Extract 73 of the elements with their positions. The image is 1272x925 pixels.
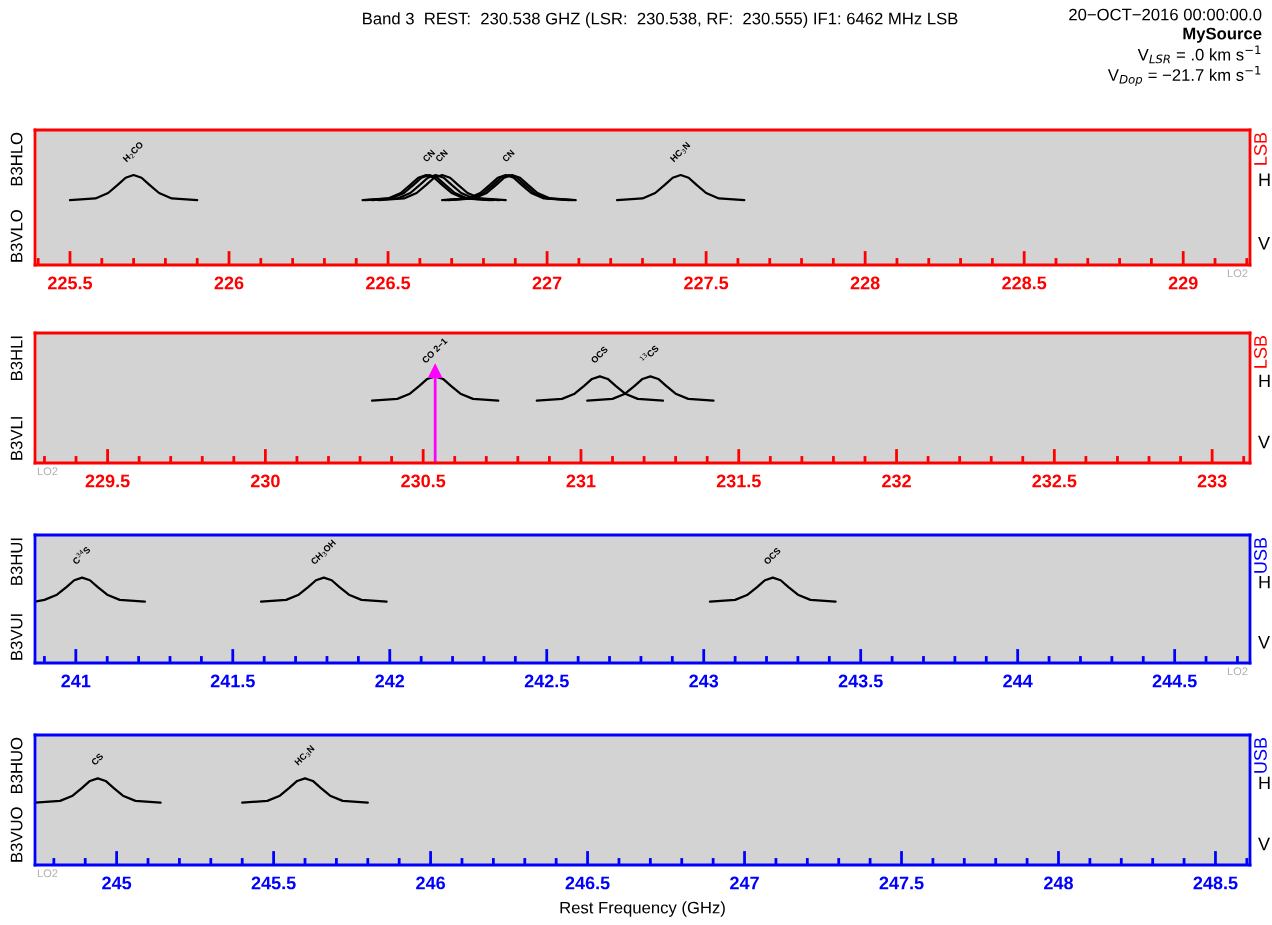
text: V$_{LSR}$ = .0 km s$^{−1}$ [1137,45,1261,64]
x-tick-label: 232 [882,474,911,488]
chart-title: Band 3 REST: 230.538 GHZ (LSR: 230.538, RF: 230.555) IF1: 6462 MHz LSB [363,12,958,28]
text: B3VLI [10,417,23,460]
text: H [1259,374,1270,388]
x-tick-label: 226 [214,276,244,290]
x-tick-label: 241 [61,674,91,688]
annotation: HC$_{3}$N [294,744,316,767]
text: B3HLI [10,336,23,380]
text: B3HUO [10,737,23,794]
text: B3VLO [10,210,23,262]
x-tick-label: 244.5 [1152,674,1197,688]
x-tick-label: 230 [250,474,280,488]
text: LO2 [37,869,58,878]
annotation: $^{13}$CS [639,343,660,364]
x-tick-label: 228.5 [1002,276,1047,290]
x-tick-label: 231 [566,474,596,488]
x-tick-label: 227 [532,276,562,290]
x-tick-label: 246 [416,876,445,890]
x-tick-label: 241.5 [210,674,255,688]
x-tick-label: 225.5 [48,276,93,290]
annotation: C$^{34}$S [70,544,91,565]
x-tick-label: 244 [1003,674,1033,688]
text: H [1259,575,1270,589]
x-tick-label: 247.5 [879,876,924,890]
annotation: HC$_{3}$N [669,141,692,164]
x-tick-label: 231.5 [716,474,761,488]
annotation: CN [501,149,515,163]
x-tick-label: 248 [1044,876,1073,890]
text: H [1259,776,1270,790]
annotation: CN [422,149,436,163]
text: B3HLO [10,132,23,186]
x-tick-label: 229 [1168,276,1198,290]
annotation: CN [434,149,449,163]
x-tick-label: 232.5 [1032,474,1077,488]
annotation: H$_{2}$CO [122,141,145,164]
text: H [1259,173,1270,186]
text: USB [1254,737,1267,773]
text: USB [1254,537,1267,573]
text: LO2 [1227,269,1248,278]
x-tick-label: 248.5 [1193,876,1238,890]
x-tick-label: 226.5 [366,276,411,290]
x-tick-label: 230.5 [401,474,446,488]
x-tick-label: 229.5 [85,474,130,488]
text: V [1258,435,1270,449]
text: B3VUI [10,614,23,660]
x-tick-label: 243.5 [838,674,883,688]
text: LO2 [1227,667,1248,676]
annotation: CO 2−1 [421,337,448,364]
text: LSB [1254,335,1267,368]
text: V [1258,636,1270,649]
x-tick-label: 243 [689,674,719,688]
text: B3HUI [10,538,23,585]
text: V [1258,837,1270,851]
annotation: CS [90,752,104,766]
text: LSB [1254,132,1267,165]
text: 20−OCT−2016 00:00:00.0 [1069,8,1262,21]
text: V [1258,237,1270,250]
text: V$_{Dop}$ = −21.7 km s$^{−1}$ [1107,65,1261,86]
x-tick-label: 245 [102,876,132,890]
text: B3VUO [10,807,23,862]
x-tick-label: 227.5 [684,276,729,290]
x-tick-label: 242 [375,674,405,688]
x-tick-label: 245.5 [251,876,296,890]
x-axis-title: Rest Frequency (GHz) [560,901,725,917]
x-tick-label: 233 [1197,474,1227,488]
text: LO2 [37,467,58,476]
x-tick-label: 228 [850,276,880,290]
x-tick-label: 242.5 [524,674,569,688]
annotation: CH$_{3}$OH [310,539,338,567]
x-tick-label: 246.5 [565,876,610,890]
x-tick-label: 247 [730,876,759,890]
text: MySource [1183,27,1262,43]
